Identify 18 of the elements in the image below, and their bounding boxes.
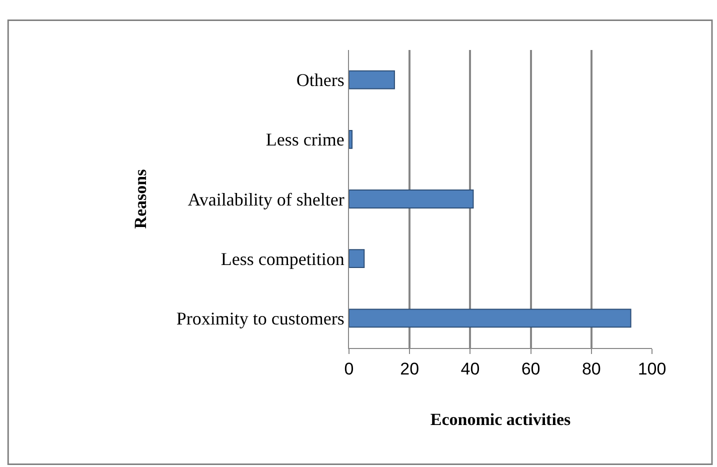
y-tick-label: Others <box>296 70 344 90</box>
x-axis-title: Economic activities <box>430 410 571 429</box>
x-tick-label: 100 <box>638 359 666 378</box>
y-axis-title: Reasons <box>130 168 150 229</box>
y-tick-label: Proximity to customers <box>176 308 344 328</box>
y-tick-label: Availability of shelter <box>188 189 344 210</box>
y-tick-label: Less competition <box>220 248 344 269</box>
bar <box>349 308 632 328</box>
y-tick-label: Less crime <box>266 130 344 150</box>
x-tick-label: 80 <box>582 359 601 378</box>
bar <box>349 130 353 149</box>
bar <box>349 70 395 90</box>
bar <box>349 190 474 208</box>
x-tick-label: 0 <box>344 359 354 378</box>
x-tick-label: 60 <box>521 359 540 378</box>
x-tick-label: 40 <box>460 359 480 378</box>
bar <box>349 249 365 268</box>
x-tick-label: 20 <box>400 359 420 378</box>
